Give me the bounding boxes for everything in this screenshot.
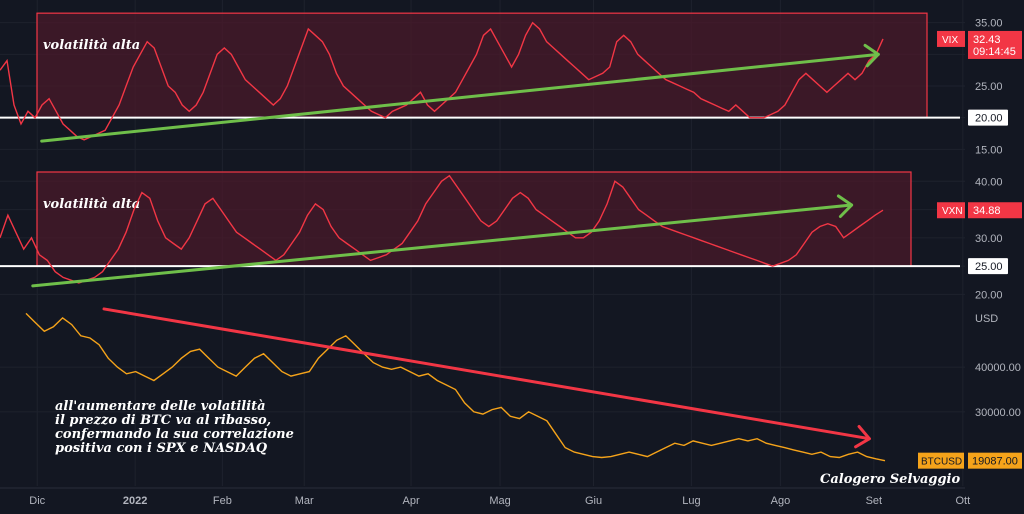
last-value-badge [968,452,1022,469]
symbol-label: VIX [942,35,958,46]
trend-arrow-head [854,424,871,449]
x-tick-label: Ott [956,495,971,507]
zone-label: volatilità alta [43,38,140,53]
annotation-line: confermando la sua correlazione [55,427,294,442]
symbol-badge [937,202,965,219]
threshold-value: 20.00 [975,113,1003,125]
x-tick-label: Dic [29,495,45,507]
signature: Calogero Selvaggio [820,472,960,487]
last-value-badge [968,30,1022,59]
x-tick-label: Feb [213,495,232,507]
y-tick-label: 30000.00 [975,407,1021,419]
annotation-line: positiva con i SPX e NASDAQ [55,441,268,456]
y-tick-label: 40000.00 [975,362,1021,374]
btcusd-series-line [25,312,886,462]
btc-panel: 40000.00 30000.00 USD BTCUSD 19087.00 [0,307,1022,469]
volatility-zone [36,171,912,267]
x-tick-label: 2022 [123,495,147,507]
x-tick-label: Apr [402,495,419,507]
threshold-badge [968,258,1008,275]
trend-arrow-line [31,203,854,288]
trend-arrow-line [40,52,880,143]
symbol-label: BTCUSD [921,457,962,468]
x-tick-label: Giu [585,495,602,507]
annotation-line: il prezzo di BTC va al ribasso, [55,413,271,428]
currency-label: USD [975,313,998,325]
symbol-badge [918,452,964,469]
vxn-series-line [0,174,884,284]
y-tick-label: 40.00 [975,176,1003,188]
y-tick-label: 25.00 [975,81,1003,93]
x-axis: Dic 2022 Feb Mar Apr Mag Giu Lug Ago Set Ott [0,487,971,507]
trend-arrow-head [836,194,854,219]
last-value: 19087.00 [972,456,1018,468]
last-value: 34.88 [973,205,1001,217]
last-value-badge [968,202,1022,219]
annotation-line: all'aumentare delle volatilità [55,399,266,414]
x-tick-label: Ago [771,495,791,507]
x-tick-label: Mar [295,495,314,507]
x-tick-label: Set [866,495,883,507]
y-tick-label: 35.00 [975,18,1003,30]
volatility-zone [36,12,928,119]
trend-arrow-head [863,43,880,68]
symbol-badge [937,30,965,47]
countdown: 09:14:45 [973,46,1016,58]
threshold-badge [968,109,1008,126]
threshold-value: 25.00 [975,261,1003,273]
y-tick-label: 30.00 [975,233,1003,245]
last-value: 32.43 [973,34,1001,46]
y-tick-label: 20.00 [975,289,1003,301]
y-tick-label: 15.00 [975,144,1003,156]
trend-arrow-line [102,307,871,441]
zone-label: volatilità alta [43,197,140,212]
vix-series-line [0,21,884,141]
x-tick-label: Mag [489,495,510,507]
x-tick-label: Lug [682,495,700,507]
symbol-label: VXN [942,206,963,217]
